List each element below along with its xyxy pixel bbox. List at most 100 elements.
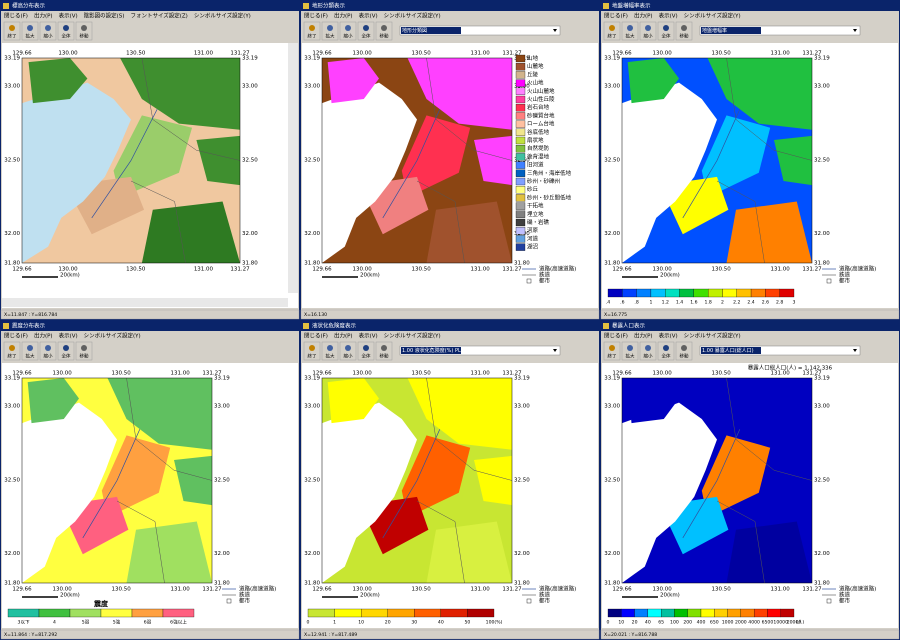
menu-item[interactable]: 閉じる(F) <box>4 13 28 20</box>
dropdown-text: 1.00 暴露人口(総人口) <box>702 347 754 354</box>
dropdown-selection <box>401 347 461 354</box>
lat-label: 31.80 <box>604 581 620 587</box>
sea <box>322 402 417 583</box>
menu-item[interactable]: 陰影図の設定(S) <box>84 12 125 20</box>
menu-item[interactable]: 表示(V) <box>659 332 678 340</box>
menu-item[interactable]: 出力(P) <box>634 332 653 340</box>
scale-label: 20(km) <box>360 593 380 599</box>
menu-item[interactable]: シンボルサイズ設定(Y) <box>684 12 741 20</box>
menu-item[interactable]: 出力(P) <box>334 332 353 340</box>
legend-label: 650 <box>710 620 719 626</box>
legend-swatch <box>515 210 526 218</box>
lat-label: 31.80 <box>604 261 620 267</box>
legend-label: 道路(高速道路) <box>839 265 876 273</box>
menu-item[interactable]: 出力(P) <box>34 332 53 340</box>
button-icon <box>9 345 15 351</box>
menu-item[interactable]: フォントサイズ設定(Z) <box>130 12 187 20</box>
legend-label: 丘陵 <box>527 70 539 78</box>
dropdown[interactable] <box>399 25 561 36</box>
map-border <box>621 57 813 264</box>
menu-item[interactable]: シンボルサイズ設定(Y) <box>384 12 441 20</box>
legend-label: 1 <box>649 300 652 306</box>
lon-label: 130.00 <box>352 371 372 377</box>
button-icon <box>363 25 369 31</box>
menu-item[interactable]: 表示(V) <box>659 12 678 20</box>
button-label: 終了 <box>8 353 17 360</box>
button-label: 移動 <box>80 353 89 360</box>
lat-label: 32.00 <box>814 551 830 557</box>
menu-item[interactable]: シンボルサイズ設定(Y) <box>684 332 741 340</box>
scrollbar[interactable] <box>2 298 288 307</box>
status-bar <box>600 629 900 640</box>
scale-label: 20(km) <box>660 593 680 599</box>
menu-item[interactable]: 出力(P) <box>334 12 353 20</box>
status-text: X=12.941 : Y=817.489 <box>304 632 357 638</box>
button-icon <box>81 345 87 351</box>
dropdown[interactable] <box>699 345 861 356</box>
button-icon <box>663 345 669 351</box>
legend-swatch <box>334 608 362 618</box>
legend-swatch <box>515 194 526 202</box>
legend-label: 2.4 <box>747 300 754 306</box>
menu-item[interactable]: 閉じる(F) <box>304 13 328 20</box>
map-region <box>327 378 379 424</box>
map-region <box>28 58 88 104</box>
legend-label: 岩石台地 <box>527 103 550 111</box>
legend-swatch <box>162 608 195 618</box>
menu-item[interactable]: 表示(V) <box>59 332 78 340</box>
legend-label: 火山山麓地 <box>527 87 555 95</box>
legend-label: 1.2 <box>662 300 669 306</box>
legend-label: 2000 <box>735 620 747 626</box>
lon-label: 131.27 <box>230 51 250 57</box>
menu-item[interactable]: 閉じる(F) <box>304 333 328 340</box>
menu-item[interactable]: 表示(V) <box>359 332 378 340</box>
lat-label: 32.50 <box>604 477 620 483</box>
legend-label: 0 <box>307 620 310 626</box>
menu-item[interactable]: 出力(P) <box>634 12 653 20</box>
lon-label: 130.50 <box>126 267 146 273</box>
button-icon <box>609 25 615 31</box>
lat-label: 33.19 <box>304 376 320 382</box>
boundary <box>141 57 241 161</box>
lat-label: 33.00 <box>304 404 320 410</box>
menu-item[interactable]: 閉じる(F) <box>604 333 628 340</box>
boundary <box>716 180 765 264</box>
lat-label: 31.80 <box>4 261 20 267</box>
button-icon <box>327 25 333 31</box>
legend-label: 道路(高速道路) <box>839 585 876 593</box>
status-bar <box>300 629 600 640</box>
lon-label: 130.00 <box>652 267 672 273</box>
legend-swatch <box>714 608 728 618</box>
legend-label: 2.6 <box>762 300 769 306</box>
menu-item[interactable]: 表示(V) <box>59 12 78 20</box>
dropdown[interactable] <box>399 345 561 356</box>
menu-item[interactable]: シンボルサイズ設定(Y) <box>194 12 251 20</box>
menu-item[interactable]: 表示(V) <box>359 12 378 20</box>
legend-label: 都市 <box>839 597 851 605</box>
lon-label: 129.66 <box>312 371 332 377</box>
scrollbar[interactable] <box>288 43 298 293</box>
button-label: 拡大 <box>626 353 635 360</box>
lat-label: 33.00 <box>304 84 320 90</box>
button-icon <box>609 345 615 351</box>
road <box>91 109 158 219</box>
menu-item[interactable]: 出力(P) <box>34 12 53 20</box>
legend-swatch <box>753 608 768 618</box>
map-border <box>321 377 513 584</box>
legend-label: 10 <box>618 620 624 626</box>
menu-item[interactable]: シンボルサイズ設定(Y) <box>384 332 441 340</box>
lon-label: 131.00 <box>171 371 191 377</box>
lat-label: 33.00 <box>514 404 530 410</box>
lat-label: 33.00 <box>4 404 20 410</box>
menu-item[interactable]: シンボルサイズ設定(Y) <box>84 332 141 340</box>
menu-item[interactable]: 閉じる(F) <box>4 333 28 340</box>
menu-item[interactable]: 閉じる(F) <box>604 13 628 20</box>
lon-label: 131.27 <box>502 267 522 273</box>
legend-swatch <box>708 288 723 298</box>
title-bar <box>301 321 599 331</box>
lon-label: 131.27 <box>802 371 822 377</box>
lon-label: 130.50 <box>126 51 146 57</box>
dropdown[interactable] <box>699 25 861 36</box>
